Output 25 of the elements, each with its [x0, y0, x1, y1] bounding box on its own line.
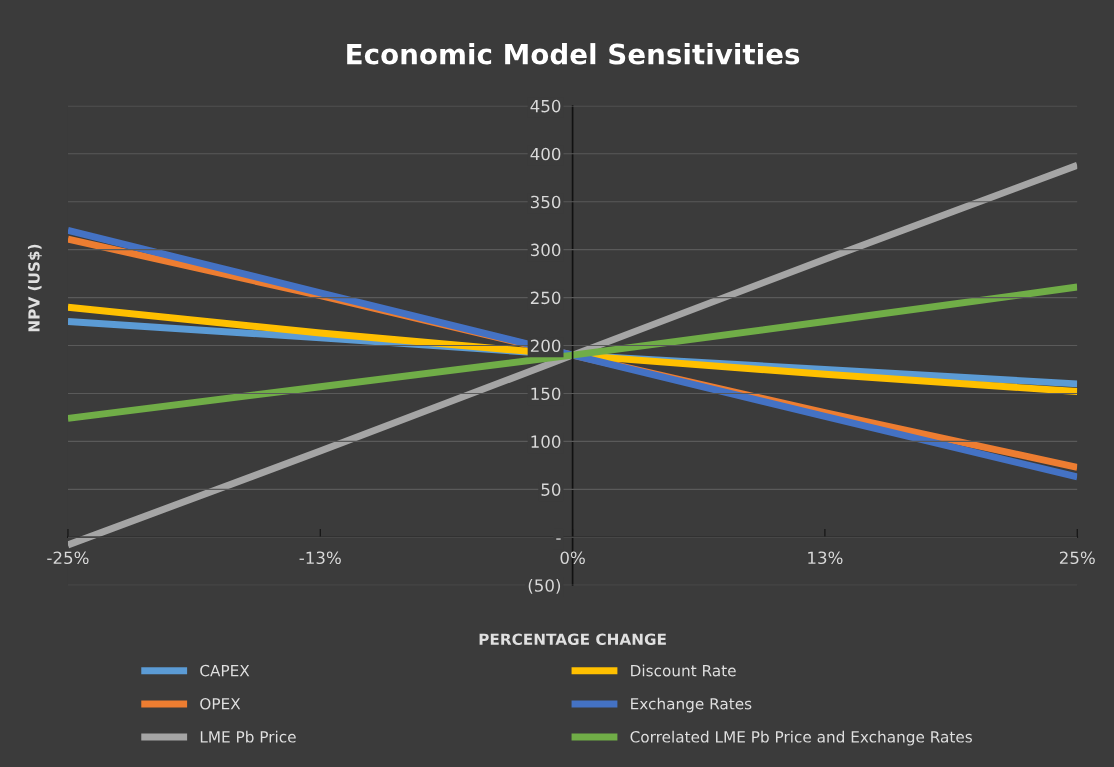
chart-title: Economic Model Sensitivities — [347, 43, 800, 65]
x-tick-label: -13% — [299, 551, 341, 565]
y-tick-label: 300 — [530, 243, 561, 257]
y-tick-label: 250 — [530, 291, 561, 305]
x-tick-label: -25% — [47, 551, 89, 565]
x-tick-label: 0% — [560, 551, 585, 565]
x-axis-title: PERCENTAGE CHANGE — [479, 633, 666, 645]
legend-label: LME Pb Price — [200, 730, 296, 743]
y-tick-label: 350 — [530, 195, 561, 209]
y-tick-label: 150 — [531, 387, 561, 401]
y-tick-label: (50) — [528, 578, 561, 594]
legend-label: CAPEX — [200, 664, 250, 677]
x-tick-label: 25% — [1059, 551, 1095, 565]
x-tick-label: 13% — [808, 551, 843, 565]
y-tick-label: 100 — [531, 435, 561, 448]
legend-label: Correlated LME Pb Price and Exchange Rates — [630, 730, 972, 746]
legend-label: OPEX — [200, 697, 241, 710]
y-tick-label: 50 — [541, 483, 561, 496]
legend-label: Exchange Rates — [631, 697, 752, 713]
y-tick-label: 200 — [530, 339, 561, 353]
y-tick-label: 400 — [530, 147, 561, 161]
y-tick-label: - — [556, 538, 561, 540]
y-axis-title: NPV (US$) — [27, 244, 42, 332]
legend-label: Discount Rate — [631, 664, 736, 677]
y-tick-label: 450 — [530, 99, 561, 113]
